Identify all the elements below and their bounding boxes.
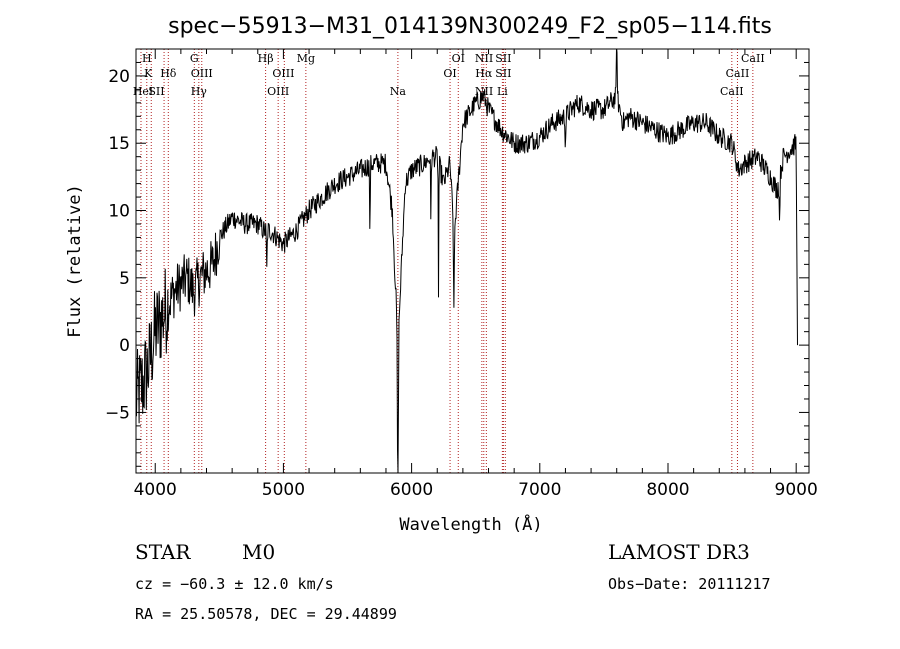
y-tick-label-5: 5 (119, 269, 130, 289)
redshift-cz: cz = −60.3 ± 12.0 km/s (135, 575, 334, 593)
line-label-5: G (190, 52, 199, 65)
line-label-4: Hδ (160, 67, 177, 80)
line-label-8: Hβ (258, 52, 274, 65)
object-subclass: M0 (242, 540, 275, 564)
line-label-7: Hγ (191, 85, 208, 98)
spectrum (135, 48, 798, 474)
spectrum-line (135, 48, 798, 474)
observation-date: Obs−Date: 20111217 (608, 575, 771, 593)
line-label-23: CaII (720, 85, 744, 98)
y-tick-label-20: 20 (108, 67, 130, 87)
axis-ticks: 4000 5000 6000 7000 8000 9000 −5 0 5 10 15 20 (105, 49, 818, 500)
y-tick-label-0: 0 (119, 336, 130, 356)
x-tick-label-7000: 7000 (518, 480, 561, 500)
x-tick-label-8000: 8000 (646, 480, 689, 500)
line-label-0: H (142, 52, 152, 65)
line-label-2: HeI (133, 85, 153, 98)
line-label-21: CaII (741, 52, 765, 65)
ra-dec: RA = 25.50578, DEC = 29.44899 (135, 605, 397, 623)
line-label-18: SII (495, 67, 511, 80)
line-label-13: OI (452, 52, 465, 65)
chart-title: spec−55913−M31_014139N300249_F2_sp05−114… (168, 14, 772, 39)
line-label-20: Li (497, 85, 508, 98)
x-tick-label-9000: 9000 (775, 480, 818, 500)
y-axis-label: Flux (relative) (65, 184, 85, 338)
line-label-17: Hα (475, 67, 493, 80)
plot-frame (135, 48, 810, 474)
line-markers (140, 49, 754, 473)
object-class: STAR (135, 540, 191, 564)
line-label-12: Na (390, 85, 407, 98)
survey-name: LAMOST DR3 (608, 540, 750, 564)
y-tick-label-10: 10 (108, 202, 130, 222)
line-label-22: CaII (726, 67, 750, 80)
line-label-10: OIII (267, 85, 289, 98)
y-tick-label--5: −5 (105, 403, 130, 423)
x-tick-label-5000: 5000 (262, 480, 305, 500)
line-label-11: Mg (297, 52, 315, 65)
line-label-15: NII (475, 52, 493, 65)
line-label-6: OIII (191, 67, 213, 80)
line-label-14: OI (443, 67, 456, 80)
line-label-16: SII (495, 52, 511, 65)
x-axis-label: Wavelength (Å) (399, 513, 542, 535)
x-tick-label-6000: 6000 (390, 480, 433, 500)
y-tick-label-15: 15 (108, 134, 130, 154)
line-label-1: K (144, 67, 153, 80)
line-label-9: OIII (272, 67, 294, 80)
x-tick-label-4000: 4000 (134, 480, 177, 500)
line-label-3: SII (148, 85, 164, 98)
